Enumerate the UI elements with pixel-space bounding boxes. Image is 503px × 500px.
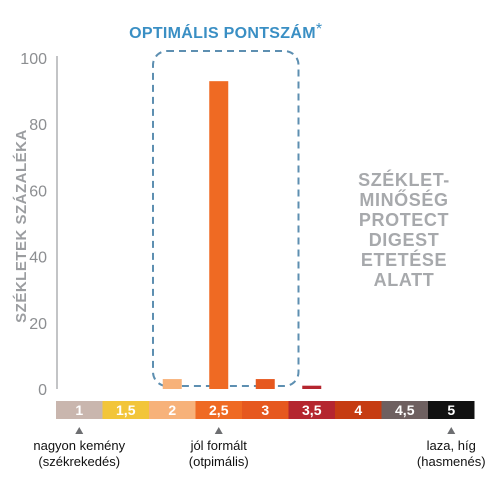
side-label-line: ETETÉSE [361, 249, 447, 270]
scale-cell-label: 1,5 [116, 402, 136, 418]
optimal-score-box [152, 50, 300, 387]
scale-cell-label: 2 [168, 402, 176, 418]
annotation-line: (otpimális) [189, 454, 249, 469]
scale-cell [149, 401, 196, 419]
scale-cell-label: 2,5 [209, 402, 229, 418]
up-triangle-icon [75, 427, 84, 434]
bar-3 [255, 379, 275, 389]
bars [162, 81, 322, 390]
scale-cell [195, 401, 242, 419]
scale-cell-label: 1 [75, 402, 83, 418]
scale-cell [288, 401, 335, 419]
annotation-line: laza, híg [427, 438, 476, 453]
score-scale: 1 1,5 2 2,5 3 3,5 4 4,5 5 [56, 401, 475, 419]
scale-cell-label: 5 [447, 402, 455, 418]
bar-2-5 [209, 81, 229, 390]
bar-2 [162, 379, 182, 389]
bar-3-5 [302, 385, 322, 389]
scale-cell [56, 401, 103, 419]
y-tick-label: 0 [38, 382, 47, 399]
y-tick-label: 80 [29, 117, 47, 134]
side-label-line: SZÉKLET- [358, 169, 450, 190]
optimal-score-title: OPTIMÁLIS PONTSZÁM* [129, 21, 322, 42]
scale-cell-label: 3,5 [302, 402, 322, 418]
scale-cell-label: 4,5 [395, 402, 415, 418]
y-axis-label: SZÉKLETEK SZÁZALÉKA [13, 129, 30, 323]
scale-cell-label: 3 [261, 402, 269, 418]
y-axis-ticks: 0 20 40 60 80 100 [20, 51, 47, 399]
scale-annotations: nagyon kemény(székrekedés) jól formált(ot… [33, 427, 486, 469]
scale-cell [381, 401, 428, 419]
scale-cell [102, 401, 149, 419]
y-tick-label: 40 [29, 250, 47, 267]
y-axis-title: SZÉKLETEK SZÁZALÉKA [13, 129, 30, 323]
side-label-line: ALATT [374, 270, 435, 290]
annotation-line: nagyon kemény [33, 438, 125, 453]
y-tick-label: 100 [20, 51, 47, 68]
side-label-line: MINŐSÉG [359, 189, 448, 210]
scale-cell [428, 401, 475, 419]
side-label-line: PROTECT [359, 210, 449, 230]
scale-cell [335, 401, 382, 419]
annotation-line: (székrekedés) [38, 454, 120, 469]
y-tick-label: 20 [29, 316, 47, 333]
annotation-line: (hasmenés) [417, 454, 486, 469]
annotation-line: jól formált [190, 438, 248, 453]
up-triangle-icon [447, 427, 456, 434]
y-tick-label: 60 [29, 183, 47, 200]
up-triangle-icon [214, 427, 223, 434]
scale-cell-label: 4 [354, 402, 362, 418]
side-label-line: DIGEST [369, 230, 440, 250]
scale-cell [242, 401, 289, 419]
optimal-score-title-text: OPTIMÁLIS PONTSZÁM* [129, 21, 322, 42]
